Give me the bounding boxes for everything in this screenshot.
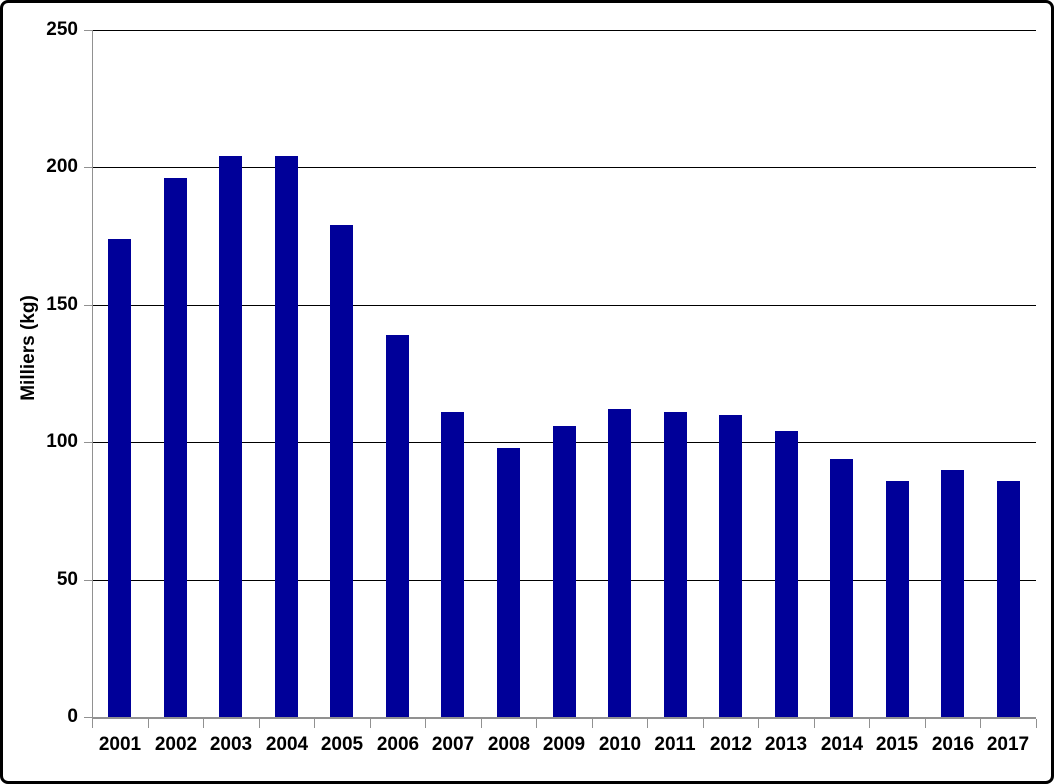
x-axis-tick-10 [647, 719, 648, 728]
bar-2012 [719, 415, 742, 717]
y-tick-label-200: 200 [46, 156, 78, 177]
y-tick-label-150: 150 [46, 294, 78, 315]
x-axis-tick-17 [1036, 719, 1037, 728]
x-label-2004: 2004 [265, 734, 309, 755]
gridline-200 [92, 167, 1036, 168]
x-axis-tick-2 [203, 719, 204, 728]
bar-2002 [164, 178, 187, 717]
y-axis-tick-150 [84, 305, 92, 306]
bar-2003 [219, 156, 242, 717]
x-axis-tick-5 [370, 719, 371, 728]
y-tick-label-0: 0 [67, 706, 78, 727]
x-axis-tick-11 [703, 719, 704, 728]
x-axis-tick-14 [869, 719, 870, 728]
x-label-2011: 2011 [654, 734, 696, 755]
y-axis-line [92, 30, 93, 719]
gridline-250 [92, 30, 1036, 31]
x-label-2003: 2003 [209, 734, 253, 755]
x-axis-tick-7 [481, 719, 482, 728]
x-label-2013: 2013 [764, 734, 808, 755]
x-label-2017: 2017 [986, 734, 1030, 755]
bar-2013 [775, 431, 798, 717]
y-axis-tick-50 [84, 580, 92, 581]
plot-area: 0 50 100 150 200 250 2001 2002 2003 2004 2005 2006 2… [3, 3, 1051, 781]
x-label-2014: 2014 [820, 734, 864, 755]
x-label-2010: 2010 [598, 734, 642, 755]
bar-2015 [886, 481, 909, 717]
y-axis-tick-250 [84, 30, 92, 31]
x-label-2007: 2007 [431, 734, 475, 755]
x-axis-tick-9 [592, 719, 593, 728]
bar-2017 [997, 481, 1020, 717]
y-axis-tick-0 [84, 717, 92, 718]
x-label-2001: 2001 [98, 734, 142, 755]
x-axis-tick-16 [980, 719, 981, 728]
bar-2014 [830, 459, 853, 717]
x-axis-tick-4 [314, 719, 315, 728]
x-axis-tick-15 [925, 719, 926, 728]
bar-2008 [497, 448, 520, 717]
y-tick-label-250: 250 [46, 19, 78, 40]
x-label-2016: 2016 [931, 734, 975, 755]
bar-2004 [275, 156, 298, 717]
gridline-150 [92, 305, 1036, 306]
x-label-2009: 2009 [542, 734, 586, 755]
x-label-2006: 2006 [376, 734, 420, 755]
x-axis-tick-13 [814, 719, 815, 728]
x-axis-tick-8 [536, 719, 537, 728]
x-axis-tick-6 [425, 719, 426, 728]
bar-2001 [108, 239, 131, 717]
bar-2009 [553, 426, 576, 717]
x-axis-tick-1 [148, 719, 149, 728]
x-axis-tick-0 [92, 719, 93, 728]
x-label-2005: 2005 [320, 734, 364, 755]
bar-2005 [330, 225, 353, 717]
y-axis-tick-100 [84, 442, 92, 443]
x-label-2012: 2012 [709, 734, 753, 755]
bar-2006 [386, 335, 409, 717]
x-label-2008: 2008 [487, 734, 531, 755]
x-axis-tick-3 [259, 719, 260, 728]
bar-2007 [441, 412, 464, 717]
x-axis-tick-12 [758, 719, 759, 728]
x-label-2015: 2015 [875, 734, 919, 755]
bar-2010 [608, 409, 631, 717]
x-label-2002: 2002 [154, 734, 198, 755]
bar-2011 [664, 412, 687, 717]
y-axis-tick-200 [84, 167, 92, 168]
bar-2016 [941, 470, 964, 717]
x-axis-line [92, 717, 1036, 719]
y-tick-label-50: 50 [56, 569, 78, 590]
y-tick-label-100: 100 [46, 431, 78, 452]
